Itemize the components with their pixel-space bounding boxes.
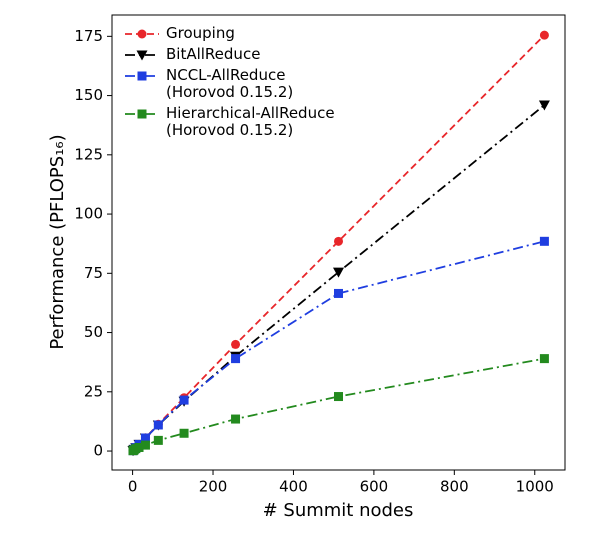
marker: [538, 100, 550, 111]
x-tick-label: 600: [360, 478, 389, 496]
legend-label: Grouping: [166, 24, 235, 42]
marker: [231, 339, 241, 349]
marker: [140, 433, 150, 443]
y-tick-label: 50: [84, 323, 103, 341]
x-tick-label: 0: [128, 478, 138, 496]
legend-label: BitAllReduce: [166, 45, 261, 63]
y-tick-label: 0: [93, 442, 103, 460]
legend-swatch: [125, 71, 159, 81]
legend-swatch: [125, 109, 159, 119]
marker: [137, 29, 147, 39]
marker: [334, 288, 343, 298]
x-tick-label: 400: [279, 478, 308, 496]
y-axis-label: Performance (PFLOPS₁₆): [47, 134, 68, 349]
marker: [179, 395, 189, 405]
x-axis-label: # Summit nodes: [263, 500, 414, 521]
marker: [136, 50, 148, 61]
legend-entry: Grouping: [124, 25, 335, 42]
legend-label: Hierarchical-AllReduce (Horovod 0.15.2): [166, 104, 335, 139]
y-tick-label: 125: [74, 145, 103, 163]
marker: [153, 435, 163, 445]
marker: [140, 440, 150, 450]
legend-entry: BitAllReduce: [124, 46, 335, 63]
x-tick-label: 200: [199, 478, 228, 496]
marker: [333, 267, 344, 278]
marker: [153, 420, 163, 430]
x-tick-label: 1000: [516, 478, 554, 496]
marker: [334, 392, 343, 402]
marker: [539, 236, 549, 246]
legend-entry: NCCL-AllReduce (Horovod 0.15.2): [124, 67, 335, 101]
legend-entry: Hierarchical-AllReduce (Horovod 0.15.2): [124, 105, 335, 139]
plot-frame: [111, 14, 566, 471]
legend-label: NCCL-AllReduce (Horovod 0.15.2): [166, 66, 294, 101]
y-tick-label: 175: [74, 27, 103, 45]
marker: [231, 414, 241, 424]
y-tick-label: 75: [84, 264, 103, 282]
marker: [539, 30, 549, 40]
marker: [539, 354, 549, 364]
marker: [334, 236, 343, 246]
legend: Grouping BitAllReduce NCCL-AllReduce (Horo…: [124, 25, 335, 143]
series-line: [132, 357, 545, 452]
marker: [137, 71, 147, 81]
legend-swatch: [125, 29, 159, 39]
y-tick-label: 150: [74, 86, 103, 104]
marker: [137, 109, 147, 119]
y-tick-label: 100: [74, 205, 103, 223]
marker: [231, 354, 241, 364]
legend-swatch: [125, 50, 159, 61]
x-tick-label: 800: [440, 478, 469, 496]
y-tick-label: 25: [84, 382, 103, 400]
marker: [134, 442, 144, 452]
marker: [179, 428, 189, 438]
